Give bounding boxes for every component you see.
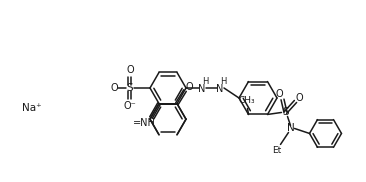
Text: Et: Et — [272, 146, 281, 155]
Text: O⁻: O⁻ — [124, 101, 137, 111]
Text: H: H — [220, 78, 226, 86]
Text: O: O — [126, 65, 134, 75]
Text: O: O — [185, 82, 193, 92]
Text: N: N — [198, 84, 206, 94]
Text: CH₃: CH₃ — [238, 96, 255, 105]
Text: S: S — [282, 107, 289, 117]
Text: Na⁺: Na⁺ — [22, 103, 42, 113]
Text: H: H — [202, 78, 208, 86]
Text: =NH: =NH — [132, 118, 156, 128]
Text: O: O — [296, 93, 303, 103]
Text: O: O — [276, 90, 283, 99]
Text: O: O — [110, 83, 118, 93]
Text: S: S — [127, 83, 133, 93]
Text: N: N — [287, 123, 294, 133]
Text: N: N — [216, 84, 224, 94]
